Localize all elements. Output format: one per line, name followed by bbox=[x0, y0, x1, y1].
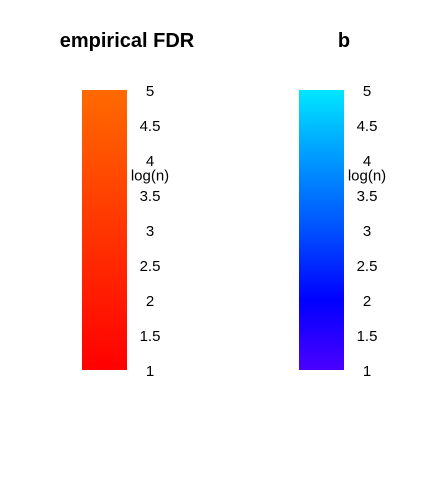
colorbar-title: b bbox=[338, 30, 350, 52]
colorbar-tick-label: 2 bbox=[146, 293, 154, 310]
colorbar-tick-label: 5 bbox=[146, 83, 154, 100]
colorbar-tick-label: 3.5 bbox=[357, 188, 378, 205]
colorbar-panel-1: empirical FDR 5 4.5 4 3.5 3 2.5 2 1.5 1 log(n) bbox=[60, 30, 195, 380]
colorbar-panel-2: b 5 4.5 4 3.5 3 2.5 2 1.5 1 log(n) bbox=[299, 30, 386, 380]
colorbar-tick-label: 1 bbox=[363, 363, 371, 380]
colorbar-tick-label: 1.5 bbox=[357, 328, 378, 345]
colorbar-tick-label: 3 bbox=[363, 223, 371, 240]
colorbar-tick-label: 2 bbox=[363, 293, 371, 310]
colorbar-tick-label: 2.5 bbox=[140, 258, 161, 275]
colorbar-tick-label: 1.5 bbox=[140, 328, 161, 345]
colorbar-tick-label: 4 bbox=[363, 153, 371, 170]
colorbar-gradient bbox=[299, 90, 344, 370]
colorbar-axis-label: log(n) bbox=[348, 168, 386, 185]
colorbar-tick-label: 4.5 bbox=[357, 118, 378, 135]
colorbar-tick-label: 5 bbox=[363, 83, 371, 100]
colorbar-tick-label: 1 bbox=[146, 363, 154, 380]
colorbar-tick-label: 3 bbox=[146, 223, 154, 240]
colorbar-tick-label: 2.5 bbox=[357, 258, 378, 275]
colorbar-title: empirical FDR bbox=[60, 30, 195, 52]
colorbar-tick-label: 4 bbox=[146, 153, 154, 170]
colorbar-gradient bbox=[82, 90, 127, 370]
colorbar-axis-label: log(n) bbox=[131, 168, 169, 185]
colorbar-tick-label: 3.5 bbox=[140, 188, 161, 205]
colorbar-tick-label: 4.5 bbox=[140, 118, 161, 135]
